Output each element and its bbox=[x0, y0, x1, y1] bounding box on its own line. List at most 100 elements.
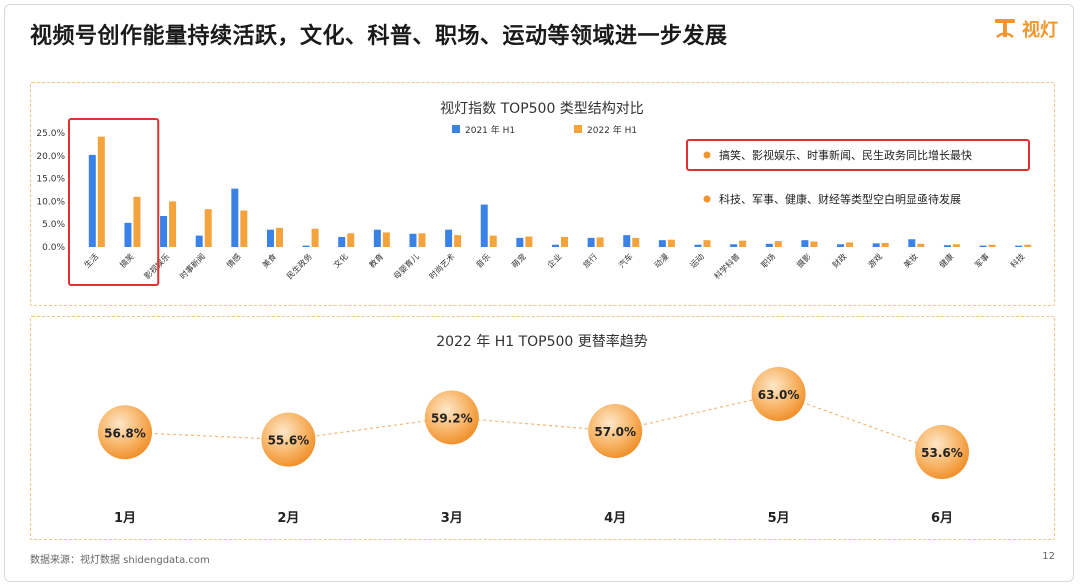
x-tick-label: 财政 bbox=[830, 251, 848, 269]
data-bubble bbox=[261, 412, 316, 467]
bar-2022 bbox=[561, 236, 568, 247]
x-tick-label: 美食 bbox=[260, 251, 278, 269]
x-tick-label: 美妆 bbox=[901, 251, 919, 269]
chart-title: 2022 年 H1 TOP500 更替率趋势 bbox=[436, 333, 648, 350]
trend-chart-panel: 2022 年 H1 TOP500 更替率趋势 56.8% 1月 55.6% 2月 59.2… bbox=[30, 316, 1055, 540]
bar-2022 bbox=[240, 210, 248, 247]
x-tick-label: 摄影 bbox=[794, 251, 812, 269]
data-bubble bbox=[98, 405, 152, 460]
bullet-icon bbox=[703, 151, 711, 159]
bar-2021 bbox=[231, 188, 239, 247]
bar-2022 bbox=[133, 196, 141, 247]
legend-swatch-2021 bbox=[452, 125, 460, 133]
bar-2022 bbox=[97, 136, 105, 247]
line-chart: 2022 年 H1 TOP500 更替率趋势 56.8% 1月 55.6% 2月 59.2… bbox=[98, 333, 969, 526]
data-label: 56.8% bbox=[104, 426, 146, 440]
x-tick-label: 萌宠 bbox=[509, 251, 527, 269]
x-tick-label: 旅行 bbox=[581, 251, 599, 269]
x-tick-label: 职场 bbox=[760, 252, 778, 270]
bar-2022 bbox=[881, 242, 889, 247]
data-label: 55.6% bbox=[268, 434, 310, 448]
bar-2021 bbox=[801, 240, 809, 247]
bar-2022 bbox=[632, 237, 640, 247]
bar-2021 bbox=[445, 229, 453, 247]
bar-2021 bbox=[1015, 245, 1023, 247]
bar-2021 bbox=[623, 235, 631, 247]
bar-2021 bbox=[730, 244, 738, 247]
bar-2021 bbox=[266, 229, 274, 247]
bar-2022 bbox=[525, 236, 533, 247]
bar-2022 bbox=[347, 233, 355, 247]
data-label: 57.0% bbox=[594, 425, 636, 439]
y-tick-label: 5.0% bbox=[42, 220, 65, 230]
lamp-icon bbox=[995, 19, 1015, 38]
logo-text: 视灯 bbox=[1022, 20, 1058, 41]
bar-2022 bbox=[311, 228, 319, 247]
x-tick-label: 6月 bbox=[931, 511, 953, 526]
bar-2022 bbox=[275, 227, 283, 247]
bar-2022 bbox=[774, 241, 782, 247]
bar-2022 bbox=[418, 233, 426, 247]
bar-2022 bbox=[667, 239, 675, 247]
x-tick-label: 汽车 bbox=[616, 251, 634, 269]
bar-2022 bbox=[1024, 244, 1032, 247]
bar-2022 bbox=[917, 243, 925, 247]
annotation-highlight-box bbox=[686, 139, 1030, 171]
bar-2022 bbox=[382, 232, 390, 247]
x-tick-label: 1月 bbox=[114, 511, 136, 526]
data-label: 53.6% bbox=[921, 446, 963, 460]
bar-2022 bbox=[169, 201, 177, 247]
x-tick-label: 科技 bbox=[1008, 251, 1026, 269]
x-tick-label: 2月 bbox=[277, 511, 299, 526]
bar-2021 bbox=[88, 154, 96, 247]
bar-2022 bbox=[596, 237, 604, 247]
x-tick-label: 4月 bbox=[604, 511, 626, 526]
bar-2021 bbox=[872, 243, 880, 247]
data-source: 数据来源：视灯数据 shidengdata.com bbox=[30, 555, 210, 566]
bar-chart: 视灯指数 TOP500 类型结构对比 0.0% 5.0% 10.0% 15.0% 20.0… bbox=[36, 101, 1032, 286]
data-bubble bbox=[424, 390, 479, 445]
page-number: 12 bbox=[1042, 551, 1055, 562]
bar-2022 bbox=[739, 240, 747, 247]
data-bubble bbox=[915, 425, 969, 479]
bar-2021 bbox=[160, 215, 168, 247]
x-tick-label: 母婴育儿 bbox=[391, 251, 421, 281]
bar-2022 bbox=[846, 242, 854, 247]
bar-2021 bbox=[409, 233, 417, 247]
chart-title: 视灯指数 TOP500 类型结构对比 bbox=[440, 101, 644, 117]
bar-2021 bbox=[373, 229, 381, 247]
bar-2021 bbox=[765, 243, 773, 247]
bar-2022 bbox=[204, 209, 212, 247]
bar-2021 bbox=[480, 204, 488, 247]
x-tick-label: 运动 bbox=[688, 251, 706, 269]
x-tick-label: 时事新闻 bbox=[177, 251, 207, 281]
bar-2022 bbox=[703, 240, 711, 247]
x-tick-label: 企业 bbox=[545, 251, 563, 269]
x-tick-label: 3月 bbox=[441, 511, 463, 526]
y-tick-label: 25.0% bbox=[36, 129, 65, 139]
x-tick-label: 民生政务 bbox=[284, 251, 314, 281]
bar-2021 bbox=[943, 245, 951, 247]
data-bubble bbox=[751, 367, 806, 421]
brand-logo: 视灯 bbox=[992, 16, 1058, 42]
bar-2021 bbox=[195, 235, 203, 247]
bar-2021 bbox=[837, 244, 845, 247]
y-tick-label: 10.0% bbox=[36, 197, 65, 207]
bar-2022 bbox=[952, 244, 960, 247]
bar-2021 bbox=[516, 237, 524, 247]
x-tick-label: 动漫 bbox=[652, 251, 670, 269]
x-tick-label: 教育 bbox=[367, 251, 385, 269]
trend-line bbox=[124, 393, 943, 453]
legend-swatch-2022 bbox=[574, 125, 582, 133]
x-tick-label: 5月 bbox=[768, 511, 790, 526]
x-tick-label: 健康 bbox=[937, 251, 955, 269]
y-tick-label: 20.0% bbox=[36, 152, 65, 162]
bar-2021 bbox=[979, 245, 987, 247]
bar-2021 bbox=[694, 244, 702, 247]
annotation-text: 搞笑、影视娱乐、时事新闻、民生政务同比增长最快 bbox=[719, 148, 972, 162]
x-tick-label: 搞笑 bbox=[117, 251, 135, 269]
data-label: 63.0% bbox=[758, 388, 800, 402]
bar-2021 bbox=[124, 222, 132, 247]
bar-chart-panel: 视灯指数 TOP500 类型结构对比 0.0% 5.0% 10.0% 15.0% 20.0… bbox=[30, 82, 1055, 306]
data-label: 59.2% bbox=[431, 411, 473, 425]
